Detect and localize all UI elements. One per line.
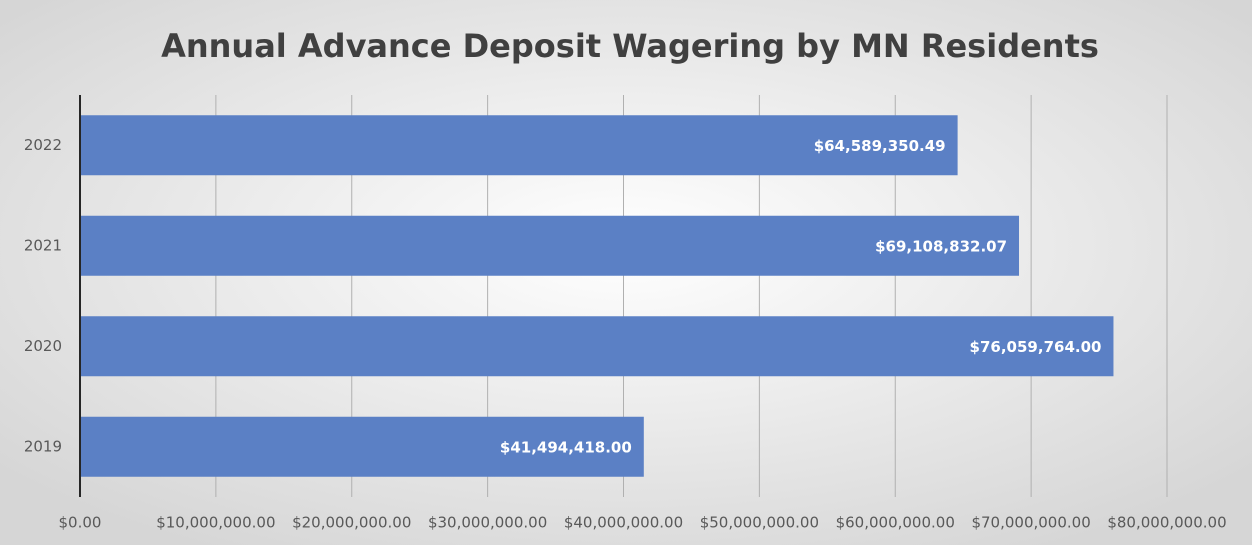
y-tick-label: 2021: [24, 236, 62, 254]
x-tick-label: $0.00: [59, 514, 102, 532]
x-tick-label: $10,000,000.00: [156, 514, 275, 532]
y-tick-label: 2019: [24, 437, 62, 455]
y-tick-label: 2020: [24, 337, 62, 355]
bar: [80, 115, 958, 176]
value-label: $64,589,350.49: [814, 137, 946, 155]
bar: [80, 215, 1020, 276]
x-tick-label: $50,000,000.00: [700, 514, 819, 532]
y-tick-label: 2022: [24, 136, 62, 154]
x-tick-label: $80,000,000.00: [1107, 514, 1226, 532]
value-label: $41,494,418.00: [500, 438, 632, 456]
value-label: $76,059,764.00: [970, 338, 1102, 356]
x-tick-label: $30,000,000.00: [428, 514, 547, 532]
value-label: $69,108,832.07: [875, 237, 1007, 255]
bar: [80, 316, 1114, 377]
bar: [80, 416, 644, 477]
x-tick-label: $20,000,000.00: [292, 514, 411, 532]
chart-title: Annual Advance Deposit Wagering by MN Re…: [161, 27, 1099, 65]
x-tick-label: $40,000,000.00: [564, 514, 683, 532]
x-tick-label: $60,000,000.00: [836, 514, 955, 532]
x-tick-label: $70,000,000.00: [971, 514, 1090, 532]
